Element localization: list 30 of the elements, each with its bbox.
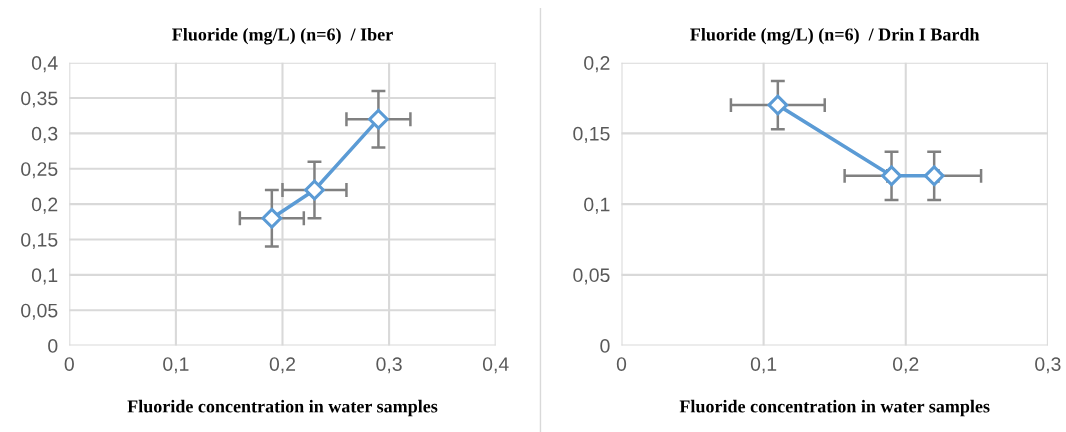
y-tick-label: 0,25	[21, 162, 58, 179]
y-tick-label: 0,1	[584, 197, 610, 214]
x-tick-label: 0	[64, 357, 74, 371]
y-tick-label: 0,3	[31, 126, 58, 143]
chart-title: Fluoride (mg/L) (n=6) / Iber	[172, 27, 393, 45]
x-tick-label: 0,2	[892, 357, 919, 374]
x-tick-label: 0,1	[750, 357, 777, 374]
x-tick-label: 0	[616, 357, 627, 371]
point	[368, 108, 389, 130]
y-tick-label: 0,05	[21, 303, 58, 320]
x-axis-title: Fluoride concentration in water samples	[679, 399, 990, 417]
chart-title: Fluoride (mg/L) (n=6) / Drin I Bardh	[690, 27, 980, 45]
y-tick-label: 0,15	[21, 232, 58, 250]
y-tick-label: 0,15	[573, 126, 610, 143]
y-tick-label: 0,2	[584, 56, 610, 73]
y-tick-label: 0	[600, 339, 610, 353]
y-tick-label: 0,05	[573, 268, 610, 285]
x-axis-title: Fluoride concentration in water samples	[127, 399, 438, 417]
x-tick-label: 0,3	[1035, 357, 1061, 374]
point	[304, 179, 325, 201]
y-tick-label: 0,4	[31, 56, 58, 73]
y-tick-label: 0,1	[31, 268, 58, 285]
point	[261, 207, 283, 229]
x-tick-label: 0,3	[376, 357, 402, 374]
y-tick-label: 0,35	[21, 91, 58, 108]
x-tick-label: 0,1	[163, 357, 189, 374]
x-tick-label: 0,2	[269, 357, 296, 374]
y-tick-label: 0	[48, 339, 58, 353]
x-tick-label: 0,4	[482, 357, 509, 374]
y-tick-label: 0,2	[31, 197, 58, 214]
